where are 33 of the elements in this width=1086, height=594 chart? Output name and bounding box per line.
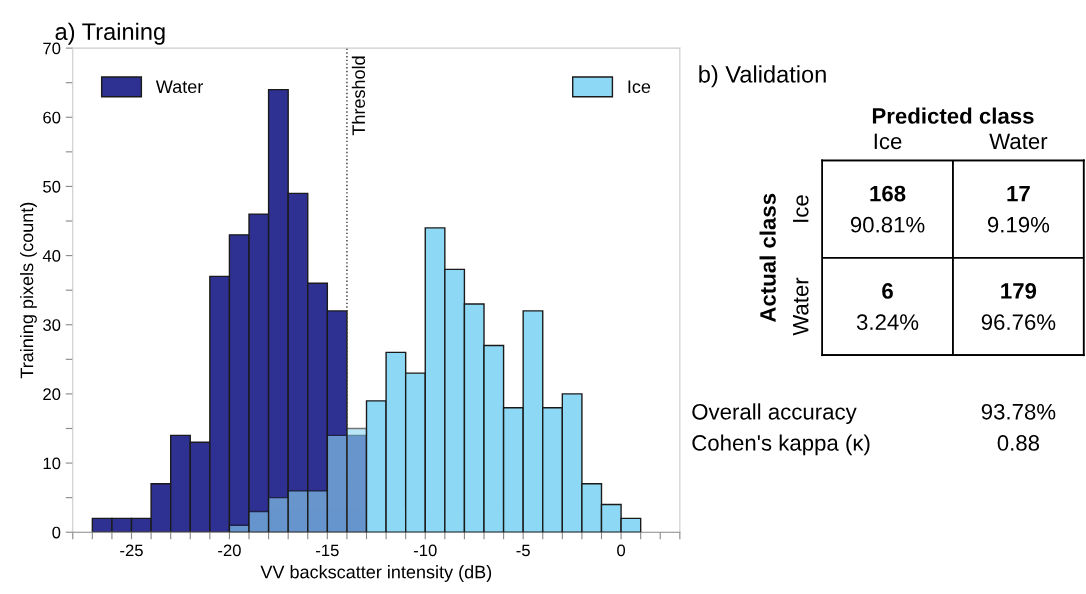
- x-axis-title: Predicted class: [872, 107, 1034, 124]
- x-tick-label: 0: [617, 544, 626, 557]
- y-tick-label: 50: [43, 180, 61, 193]
- x-tick-label: -10: [413, 544, 437, 557]
- y-tick-label: 0: [52, 526, 61, 539]
- ref-line-label: Threshold: [351, 56, 366, 136]
- x-tick-label: -5: [516, 544, 530, 557]
- data-label: 179: [1001, 283, 1037, 299]
- annotation: 3.24%: [856, 314, 919, 330]
- y-tick-label: 10: [43, 457, 61, 470]
- y-axis-title: Actual class: [759, 193, 776, 323]
- y-tick-label: 60: [43, 111, 61, 124]
- y-tick-label: 20: [43, 388, 61, 401]
- x-tick-label: -20: [218, 544, 241, 557]
- chart-title: b) Validation: [699, 65, 826, 88]
- text: 0.88: [997, 435, 1040, 451]
- data-label: 6: [882, 283, 893, 299]
- data-label: 168: [870, 185, 906, 202]
- y-tick-label: 40: [42, 249, 61, 262]
- text: Overall accuracy: [692, 403, 857, 425]
- y-axis-title: Training pixels (count): [20, 202, 37, 379]
- annotation: 90.81%: [850, 216, 925, 233]
- legend-label: Ice: [628, 80, 651, 94]
- text: Cohen's kappa (κ): [692, 434, 870, 456]
- text: 93.78%: [981, 403, 1056, 420]
- x-tick-label: -15: [316, 544, 339, 557]
- annotation: 9.19%: [987, 216, 1050, 233]
- x-tick-label: -25: [120, 544, 143, 557]
- legend-label: Water: [155, 80, 203, 94]
- data-label: 17: [1007, 185, 1030, 202]
- annotation: 96.76%: [981, 314, 1056, 330]
- x-axis-title: VV backscatter intensity (dB): [260, 565, 492, 582]
- y-tick-label: 30: [43, 319, 61, 331]
